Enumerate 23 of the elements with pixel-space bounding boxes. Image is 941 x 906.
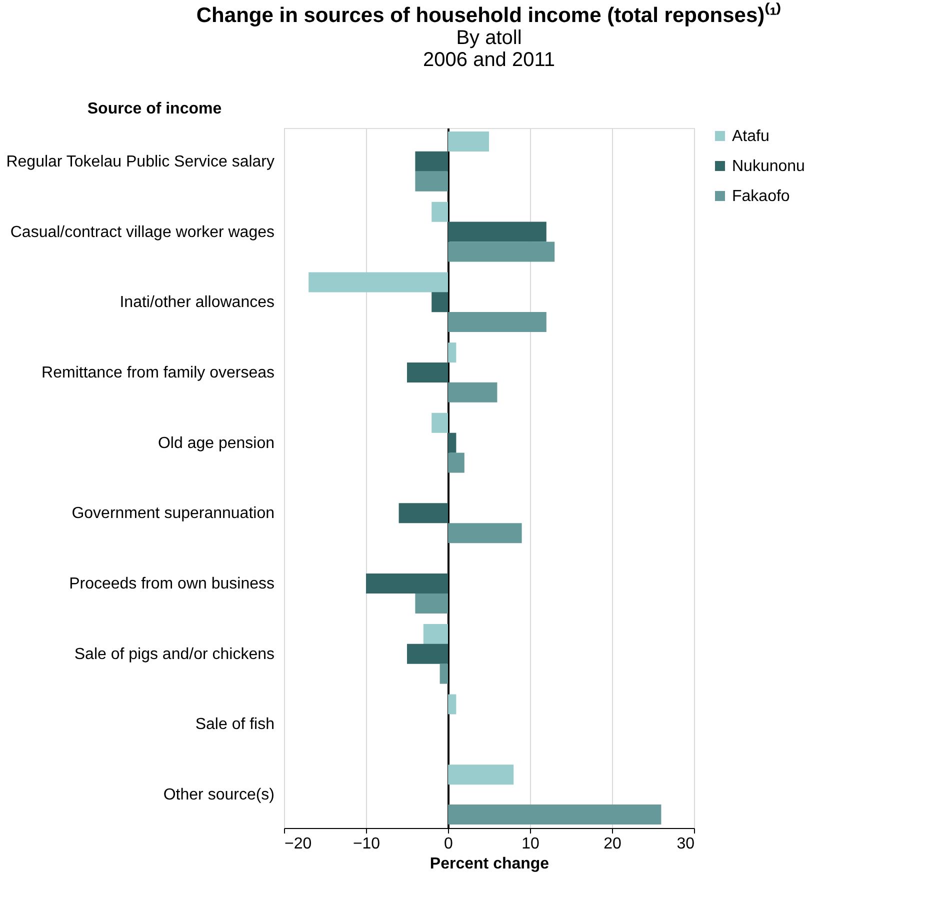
y-tick-label: Remittance from family overseas bbox=[42, 364, 274, 382]
y-tick-label: Other source(s) bbox=[163, 786, 274, 804]
x-tick-label: 30 bbox=[676, 836, 695, 852]
legend-label: Fakaofo bbox=[732, 188, 790, 205]
y-axis-title: Source of income bbox=[87, 100, 222, 118]
x-tick-label: 20 bbox=[604, 836, 622, 852]
x-axis-title: Percent change bbox=[430, 856, 550, 872]
x-tick-label: 0 bbox=[444, 836, 454, 852]
chart-title: Change in sources of household income (total reponses)⁽¹⁾ bbox=[196, 2, 782, 27]
legend-label: Atafu bbox=[732, 128, 770, 145]
y-tick-label: Proceeds from own business bbox=[69, 576, 274, 593]
y-tick-label: Sale of pigs and/or chickens bbox=[74, 646, 274, 663]
y-tick-label: Regular Tokelau Public Service salary bbox=[6, 153, 274, 170]
legend-label: Nukunonu bbox=[732, 158, 805, 175]
x-tick-label: −10 bbox=[352, 836, 380, 852]
y-tick-label: Inati/other allowances bbox=[120, 294, 274, 312]
y-tick-label: Government superannuation bbox=[72, 505, 274, 522]
y-tick-label: Casual/contract village worker wages bbox=[10, 224, 274, 241]
x-tick-label: −20 bbox=[284, 836, 312, 852]
chart-subtitle: By atoll 2006 and 2011 bbox=[423, 27, 555, 71]
y-tick-label: Sale of fish bbox=[195, 716, 274, 734]
y-tick-label: Old age pension bbox=[158, 434, 274, 452]
x-tick-label: 10 bbox=[522, 836, 540, 852]
